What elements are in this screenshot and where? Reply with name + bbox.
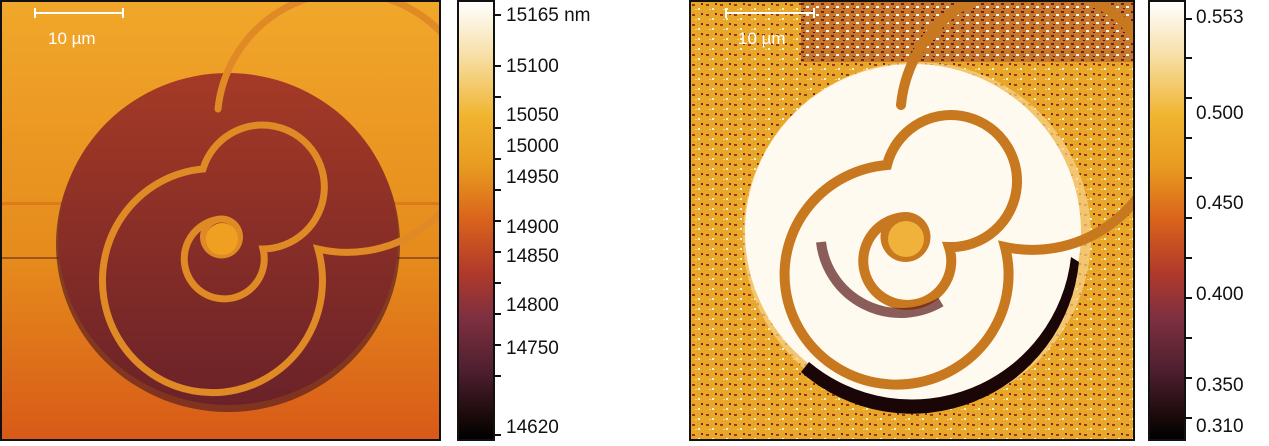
height-colorbar-label: 15165 nm (506, 5, 591, 26)
height-map-image: 10 µm (0, 0, 441, 441)
phase-spiral (779, 2, 1133, 390)
phase-colorbar-label: 0.400 (1196, 284, 1244, 305)
height-colorbar-label: 14800 (506, 295, 559, 316)
height-colorbar-label: 14850 (506, 246, 559, 267)
phase-colorbar-label: 0.450 (1196, 193, 1244, 214)
height-colorbar-label: 14900 (506, 217, 559, 238)
height-colorbar-label: 14750 (506, 338, 559, 359)
scale-bar-label: 10 µm (738, 29, 786, 48)
phase-shadow-rim (801, 257, 1079, 414)
height-colorbar-label: 14950 (506, 167, 559, 188)
height-colorbar-label: 15050 (506, 105, 559, 126)
phase-map-image: 10 µm (689, 0, 1135, 441)
height-colorbar-label: 15000 (506, 136, 559, 157)
phase-colorbar-label: 0.553 (1196, 7, 1244, 28)
spiral-ridge (98, 2, 439, 397)
phase-colorbar-label: 0.350 (1196, 375, 1244, 396)
height-colorbar-label: 14620 (506, 417, 559, 438)
height-colorbar (457, 0, 495, 441)
phase-map-graphic (691, 2, 1133, 439)
scale-bar (725, 8, 815, 18)
height-colorbar-label: 15100 (506, 56, 559, 77)
scale-bar-label: 10 µm (48, 29, 96, 48)
scale-bar (34, 8, 124, 18)
height-map-graphic (2, 2, 439, 439)
phase-colorbar-label: 0.310 (1196, 416, 1244, 437)
phase-colorbar (1148, 0, 1186, 441)
phase-spiral-center (888, 221, 924, 257)
phase-colorbar-label: 0.500 (1196, 103, 1244, 124)
spiral-center (206, 223, 238, 255)
